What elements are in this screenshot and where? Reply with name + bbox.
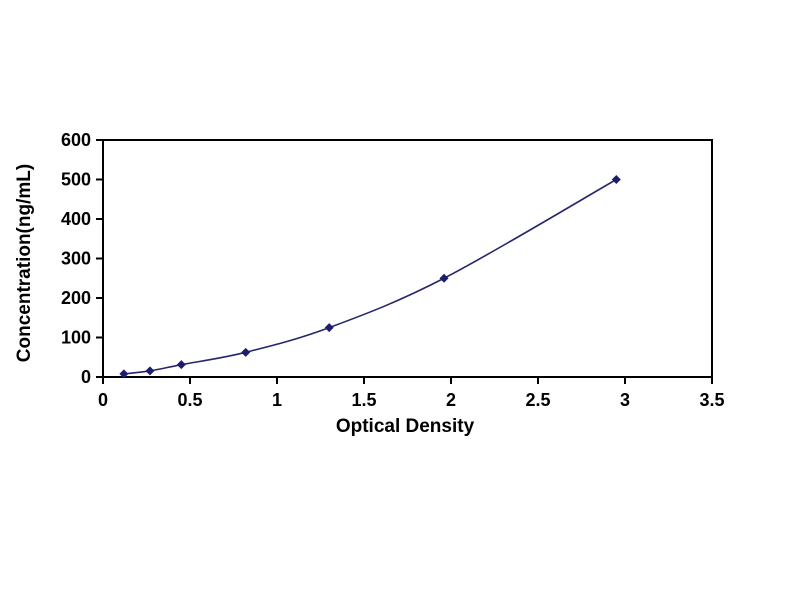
x-tick-label: 2.5 — [525, 390, 550, 410]
x-tick-label: 3.5 — [699, 390, 724, 410]
y-tick-label: 400 — [61, 209, 91, 229]
data-point-marker — [145, 366, 155, 376]
plot-dynamic-layer: 0 0.5 1 1.5 2 2.5 3 3.5 0 100 200 300 400 500 600 — [61, 130, 725, 410]
standard-curve-line — [123, 178, 617, 375]
x-tick-label: 0.5 — [177, 390, 202, 410]
y-tick-label: 200 — [61, 288, 91, 308]
data-point-marker — [241, 347, 251, 357]
y-tick-label: 500 — [61, 170, 91, 190]
x-tick-label: 0 — [98, 390, 108, 410]
data-point-marker — [611, 175, 621, 184]
data-point-marker — [119, 369, 129, 379]
data-point-marker — [324, 323, 334, 333]
y-tick-label: 100 — [61, 328, 91, 348]
x-axis-title: Optical Density — [336, 416, 475, 437]
plot-frame — [102, 139, 713, 378]
y-tick-label: 300 — [61, 249, 91, 269]
y-axis-title: Concentration(ng/mL) — [14, 164, 35, 362]
data-point-marker — [176, 360, 186, 370]
x-tick-label: 1.5 — [351, 390, 376, 410]
y-tick-label: 600 — [61, 130, 91, 150]
y-tick-label: 0 — [81, 367, 91, 387]
data-point-marker — [439, 273, 449, 283]
x-tick-label: 1 — [272, 390, 282, 410]
x-tick-label: 2 — [446, 390, 456, 410]
x-tick-label: 3 — [620, 390, 630, 410]
